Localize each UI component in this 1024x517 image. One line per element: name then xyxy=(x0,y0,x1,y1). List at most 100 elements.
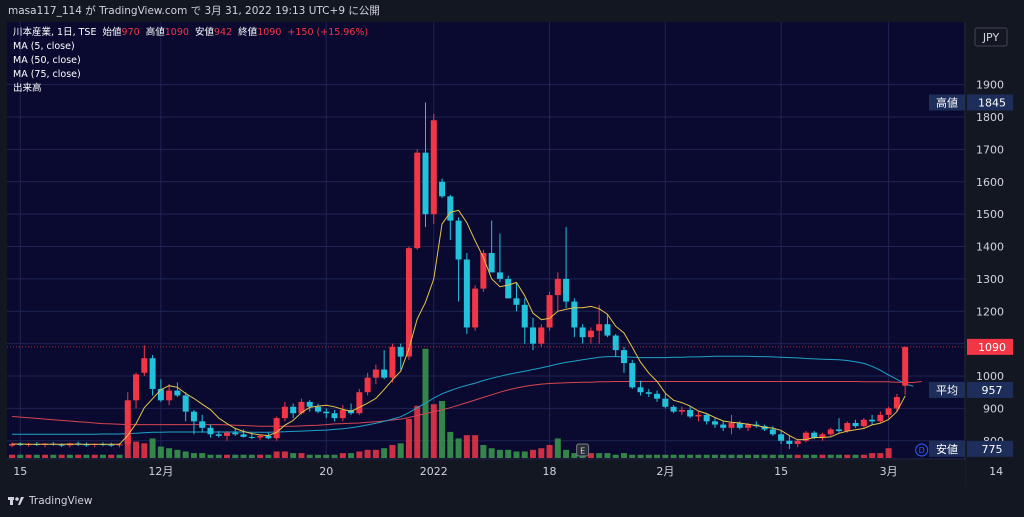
price-tag-label: 高値 xyxy=(936,95,958,109)
volume-bar xyxy=(811,454,818,458)
candle-body xyxy=(248,436,255,438)
volume-bar xyxy=(339,453,346,458)
volume-bar xyxy=(819,454,826,458)
candle-body xyxy=(199,421,206,428)
volume-bar xyxy=(860,454,867,458)
volume-bar xyxy=(133,441,140,458)
volume-bar xyxy=(207,454,214,458)
price-tag-value-box xyxy=(967,338,1013,355)
candle-body xyxy=(381,369,388,378)
candle-body xyxy=(695,414,702,417)
candle-body xyxy=(281,406,288,419)
volume-bar xyxy=(703,454,710,458)
volume-bar xyxy=(58,454,65,458)
price-tick-label: 1400 xyxy=(976,241,1004,254)
candle-body xyxy=(364,377,371,393)
volume-bar xyxy=(554,438,561,458)
currency-box xyxy=(974,27,1008,47)
volume-bar xyxy=(405,418,412,458)
price-tick-label: 1800 xyxy=(976,111,1004,124)
candle-body xyxy=(314,406,321,412)
volume-bar xyxy=(637,454,644,458)
tradingview-brand: TradingView xyxy=(29,495,93,507)
candle-body xyxy=(563,278,570,302)
time-tick-label: 12月 xyxy=(148,465,173,478)
candle-body xyxy=(372,369,379,378)
candle-body xyxy=(596,324,603,331)
price-tag-label-box xyxy=(929,94,965,111)
candle-body xyxy=(149,358,156,389)
symbol-name: 川本産業, 1日, TSE xyxy=(13,27,97,38)
candle-body xyxy=(778,434,785,441)
ma5-legend[interactable]: MA (5, close) xyxy=(13,41,75,52)
candle-body xyxy=(414,152,421,249)
volume-bar xyxy=(199,453,206,458)
volume-bar xyxy=(794,454,801,458)
candle-body xyxy=(678,410,685,412)
candle-body xyxy=(488,253,495,273)
time-tick-label: 2022 xyxy=(420,465,448,478)
volume-bar xyxy=(802,454,809,458)
candle-body xyxy=(670,406,677,412)
chart-panel[interactable]: 8009001000110012001300140015001600170018… xyxy=(7,22,1015,485)
volume-legend[interactable]: 出来高 xyxy=(13,83,42,94)
candle-body xyxy=(761,426,768,430)
price-tick-label: 900 xyxy=(983,402,1004,415)
volume-bar xyxy=(488,448,495,458)
volume-bar xyxy=(447,431,454,458)
candle-body xyxy=(769,429,776,435)
candle-body xyxy=(9,444,15,446)
candle-body xyxy=(571,301,578,328)
high-label: 高値 xyxy=(145,27,165,38)
price-tag-label-box xyxy=(929,440,965,457)
candle-body xyxy=(430,120,437,215)
candle-body xyxy=(422,152,429,215)
candle-body xyxy=(496,272,503,279)
volume-bar xyxy=(620,453,627,458)
candle-body xyxy=(472,288,479,328)
volume-bar xyxy=(720,454,727,458)
volume-bar xyxy=(778,454,785,458)
volume-bar xyxy=(149,438,156,458)
volume-bar xyxy=(695,454,702,458)
candle-body xyxy=(794,440,801,444)
time-tick-label: 15 xyxy=(774,465,788,478)
tradingview-logo[interactable]: TradingView xyxy=(8,495,92,507)
price-tick-label: 1200 xyxy=(976,305,1004,318)
volume-bar xyxy=(852,454,859,458)
volume-bar xyxy=(141,443,148,458)
candle-body xyxy=(174,390,181,396)
candle-body xyxy=(620,350,627,364)
volume-bar xyxy=(240,454,247,458)
volume-bar xyxy=(761,454,768,458)
candle-body xyxy=(629,363,636,388)
close-label: 終値 xyxy=(238,27,258,38)
candle-body xyxy=(166,390,173,401)
ma50-legend[interactable]: MA (50, close) xyxy=(13,55,81,66)
volume-bar xyxy=(728,454,735,458)
volume-bar xyxy=(678,454,685,458)
candle-body xyxy=(141,358,148,373)
price-tick-label: 1700 xyxy=(976,143,1004,156)
candle-body xyxy=(356,392,363,414)
price-chart-svg[interactable]: 8009001000110012001300140015001600170018… xyxy=(7,22,1015,485)
volume-bar xyxy=(472,435,479,458)
candle-body xyxy=(58,444,65,446)
candle-body xyxy=(124,400,131,444)
candle-body xyxy=(745,424,752,428)
time-tick-label: 3月 xyxy=(880,465,898,478)
volume-bar xyxy=(546,444,553,458)
volume-bar xyxy=(25,454,32,458)
ma75-legend[interactable]: MA (75, close) xyxy=(13,69,81,80)
volume-bar xyxy=(480,444,487,458)
candle-body xyxy=(513,298,520,305)
volume-bar xyxy=(33,454,40,458)
volume-bar xyxy=(99,454,106,458)
candle-body xyxy=(902,346,909,386)
volume-bar xyxy=(364,449,371,458)
candle-body xyxy=(257,435,264,438)
candle-body xyxy=(852,422,859,427)
price-tag-value-box xyxy=(967,381,1013,398)
candle-body xyxy=(654,393,661,399)
